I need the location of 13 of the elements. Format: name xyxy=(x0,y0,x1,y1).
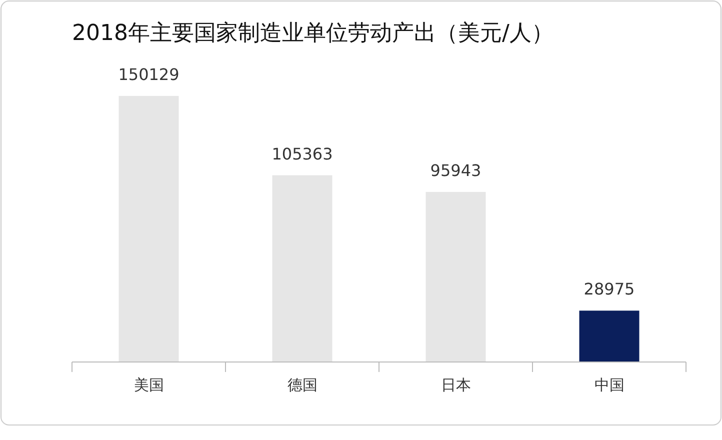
bar xyxy=(118,96,179,362)
x-tick-label: 德国 xyxy=(287,376,318,394)
data-label: 28975 xyxy=(584,280,635,299)
data-label: 105363 xyxy=(272,144,333,164)
bar xyxy=(272,175,332,362)
data-label: 150129 xyxy=(118,64,180,84)
data-label: 95943 xyxy=(430,160,482,180)
bar xyxy=(426,192,486,362)
x-tick-label: 美国 xyxy=(134,376,164,394)
x-tick-label: 中国 xyxy=(594,376,624,394)
chart-title: 2018年主要国家制造业单位劳动产出（美元/人） xyxy=(72,21,554,46)
x-tick-label: 日本 xyxy=(440,376,471,394)
bar xyxy=(579,310,640,362)
